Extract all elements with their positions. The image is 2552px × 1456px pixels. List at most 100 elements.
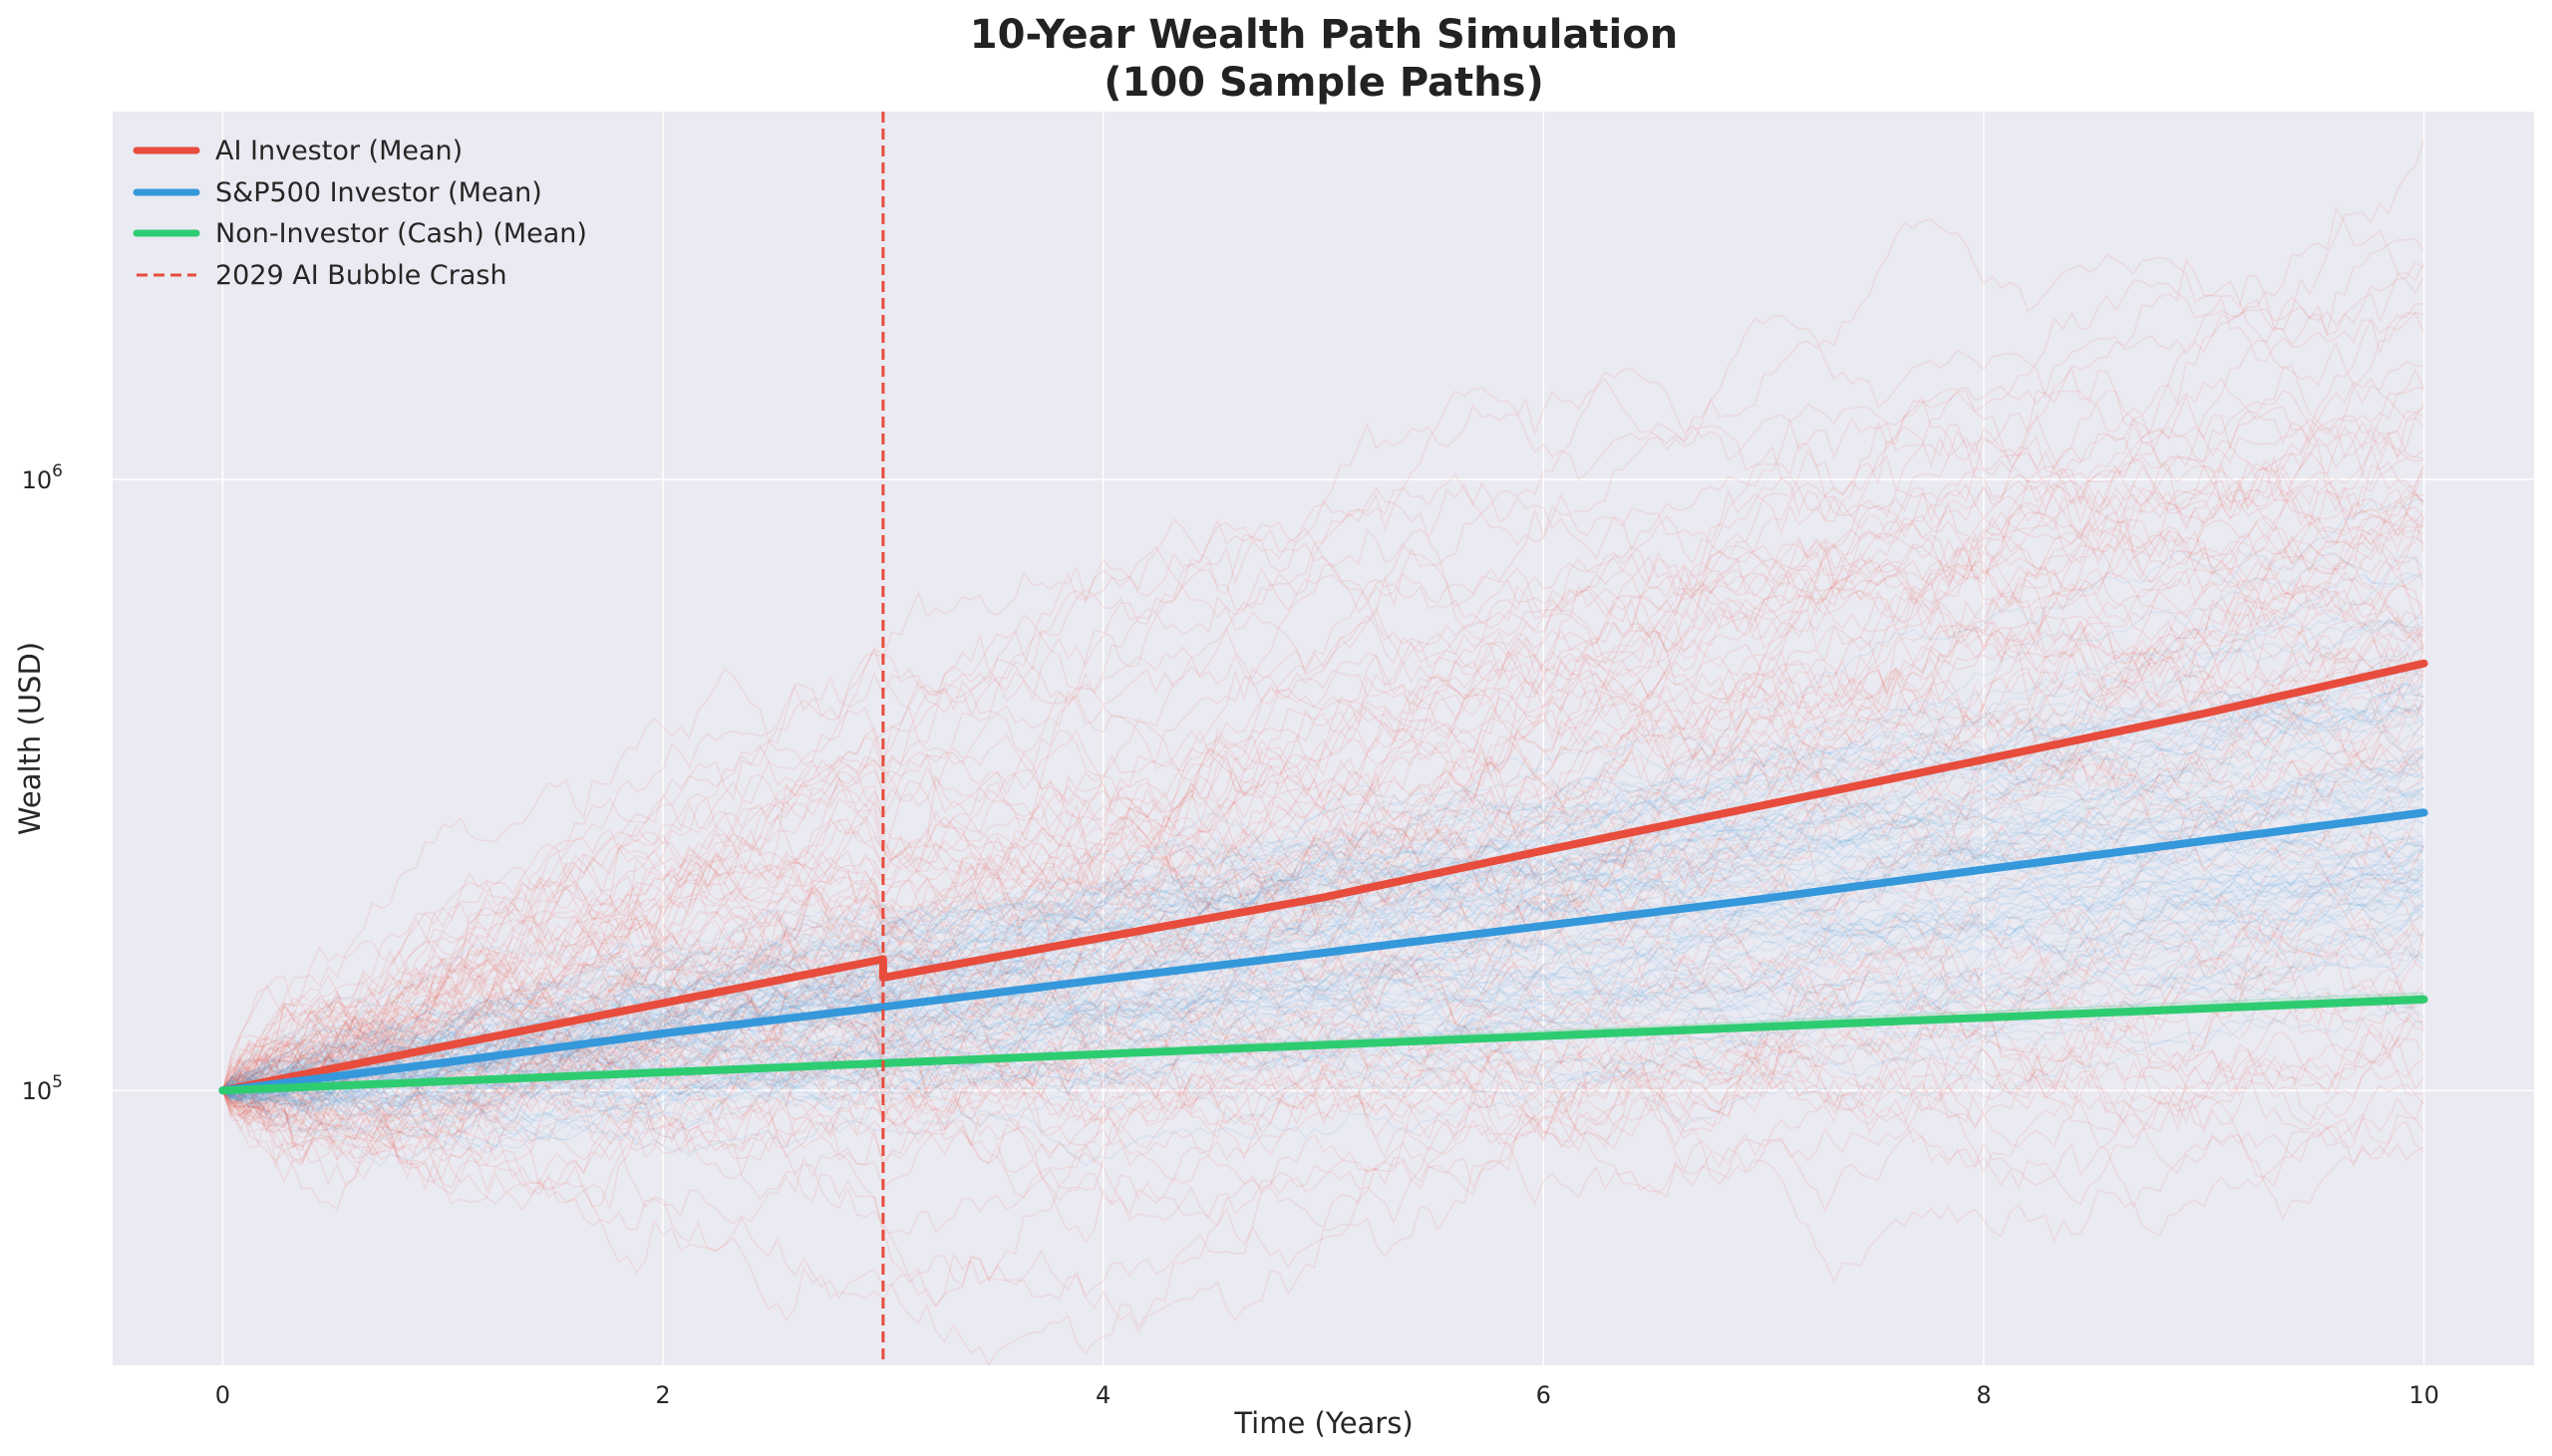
sample-path [221,943,2425,1113]
sample-path [222,465,2424,1101]
sample-path [221,1089,2425,1301]
legend-item-crash: 2029 AI Bubble Crash [137,260,507,291]
sample-path [222,863,2425,1128]
sample-path [221,825,2425,1126]
sample-path [221,515,2425,1114]
sample-path [221,847,2424,1114]
sample-path [222,645,2424,1096]
y-axis-label: Wealth (USD) [13,642,47,835]
sample-path [222,904,2425,1108]
sample-path [222,900,2425,1114]
sample-path [221,261,2424,1097]
sample-path [222,974,2424,1192]
chart-subtitle: (100 Sample Paths) [1104,60,1544,106]
sample-path [222,870,2425,1094]
mean-line [218,995,2428,1095]
legend-item-ai-investor: AI Investor (Mean) [133,136,463,166]
sample-path [221,498,2424,1105]
chart-title: 10-Year Wealth Path Simulation [970,12,1678,58]
sample-path [222,718,2424,1102]
sample-path [221,616,2424,1091]
sample-path [221,543,2425,1125]
sample-path [221,909,2425,1104]
sample-path [222,883,2424,1107]
sample-path [221,312,2424,1117]
sample-path [221,237,2425,1108]
legend-item-sp500-investor: S&P500 Investor (Mean) [133,177,542,208]
sample-path [221,874,2425,1097]
x-tick-label: 2 [655,1381,670,1409]
mean-lines [218,659,2428,1095]
sample-path [221,712,2425,1099]
sample-path [221,649,2425,1111]
sample-path [222,510,2425,1110]
y-tick-exponent: 6 [52,461,63,481]
sample-path [221,516,2425,1152]
sample-path [222,701,2425,1309]
sample-path [222,679,2424,1108]
sample-path [221,806,2425,1102]
sample-path [222,1000,2425,1134]
sample-path [221,808,2425,1100]
sample-path [222,841,2424,1094]
x-tick-label: 10 [2408,1381,2439,1409]
sample-path [221,986,2424,1148]
sample-path [222,667,2424,1095]
sample-path [222,263,2425,1108]
sample-path [221,808,2425,1170]
sample-path [221,662,2424,1091]
sample-path [222,849,2424,1103]
sample-path [222,665,2425,1108]
sample-path [222,695,2425,1091]
sample-path [221,846,2425,1367]
sample-path [222,871,2425,1141]
sample-path [222,652,2425,1091]
sample-path [221,798,2425,1095]
sample-path [222,840,2424,1093]
sample-path [221,598,2425,1132]
sample-path [221,633,2425,1168]
sample-path [221,683,2424,1091]
sample-path [221,795,2424,1106]
x-axis-label: Time (Years) [1233,1406,1413,1440]
sample-path [221,989,2425,1284]
sample-path [221,377,2424,1150]
sample-path [222,848,2425,1137]
sample-path [221,429,2425,1133]
sample-path [222,679,2425,1097]
sample-path [222,312,2425,1148]
sample-path [222,314,2424,1096]
sample-path [222,746,2425,1097]
legend-label-crash: 2029 AI Bubble Crash [215,260,507,291]
sample-path [221,707,2425,1134]
sample-path [222,869,2424,1094]
sample-path [221,390,2424,1091]
sample-path [221,926,2425,1119]
sample-path [221,877,2425,1125]
sample-path [221,432,2425,1105]
sample-path [221,455,2425,1091]
sample-path [221,747,2425,1152]
sample-path [222,779,2424,1107]
sample-path [221,573,2424,1091]
sample-path [222,825,2424,1122]
sample-path [222,913,2424,1138]
sample-path [221,704,2425,1119]
sample-path [222,1007,2425,1219]
sample-path [221,703,2425,1153]
sample-path [222,493,2425,1117]
sample-path [221,842,2425,1091]
sample-path [221,908,2425,1212]
sample-path [222,619,2424,1091]
sample-path [222,990,2424,1114]
sample-path [221,723,2425,1212]
sample-path [221,883,2425,1117]
sample-path [221,879,2425,1174]
sample-path [222,619,2425,1102]
sample-path [221,533,2425,1133]
sample-path [221,550,2425,1098]
sample-path [222,546,2425,1121]
sample-path [221,368,2425,1091]
x-tick-label: 6 [1536,1381,1551,1409]
